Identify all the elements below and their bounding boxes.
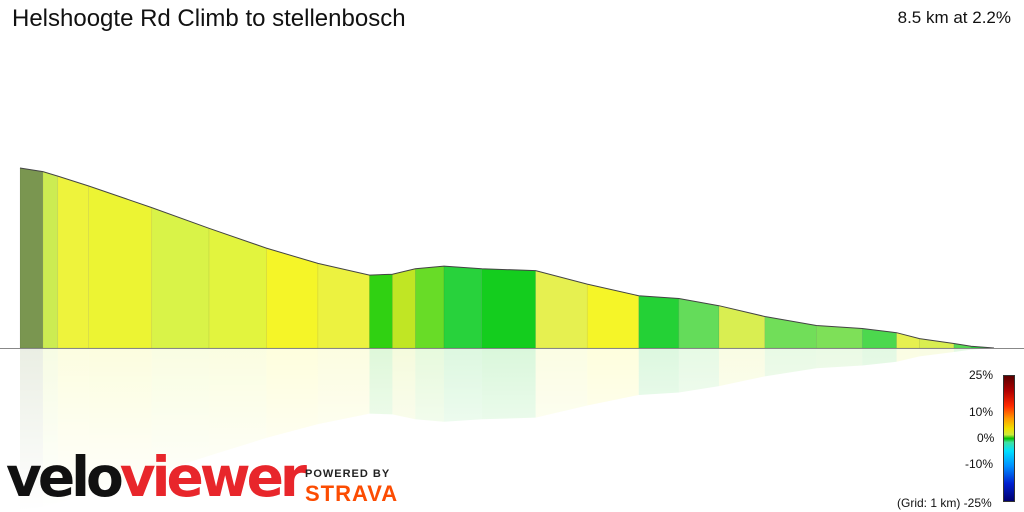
gradient-segment [415, 265, 445, 349]
gradient-segment [266, 247, 319, 349]
gradient-segment [919, 338, 955, 349]
gradient-segment [151, 207, 210, 349]
gradient-segment [896, 332, 920, 349]
gradient-segment [443, 265, 483, 349]
gradient-segment [42, 171, 59, 349]
scale-label-10: 10% [969, 405, 994, 419]
profile-segments [19, 167, 995, 349]
page-title: Helshoogte Rd Climb to stellenbosch [12, 5, 406, 32]
profile-outline [19, 167, 995, 349]
gradient-segment [369, 273, 393, 349]
gradient-segment [481, 268, 536, 349]
scale-label-neg10: -10% [965, 457, 994, 471]
gradient-segment [638, 295, 680, 349]
strava-logo: STRAVA [305, 481, 399, 506]
veloviewer-logo: veloviewer [6, 450, 307, 505]
powered-by-label: POWERED BY [305, 468, 391, 480]
gradient-segment [392, 268, 416, 349]
gradient-segment [317, 263, 370, 349]
gradient-segment [208, 227, 267, 349]
gradient-segment [861, 328, 897, 349]
logo-velo: velo [6, 445, 124, 509]
gradient-segment [816, 325, 863, 349]
scale-label-25: 25% [969, 368, 994, 382]
reflection-fade [0, 349, 1024, 512]
scale-label-0: 0% [977, 431, 995, 445]
gradient-segment [19, 167, 44, 349]
logo-viewer: viewer [119, 445, 307, 509]
gradient-segment [718, 305, 766, 349]
climb-stats: 8.5 km at 2.2% [897, 8, 1011, 27]
scale-footer: (Grid: 1 km) -25% [897, 496, 992, 510]
gradient-segment [88, 185, 153, 349]
gradient-segment [678, 298, 720, 349]
gradient-segment [57, 175, 90, 349]
gradient-scale-bar [1003, 375, 1015, 502]
